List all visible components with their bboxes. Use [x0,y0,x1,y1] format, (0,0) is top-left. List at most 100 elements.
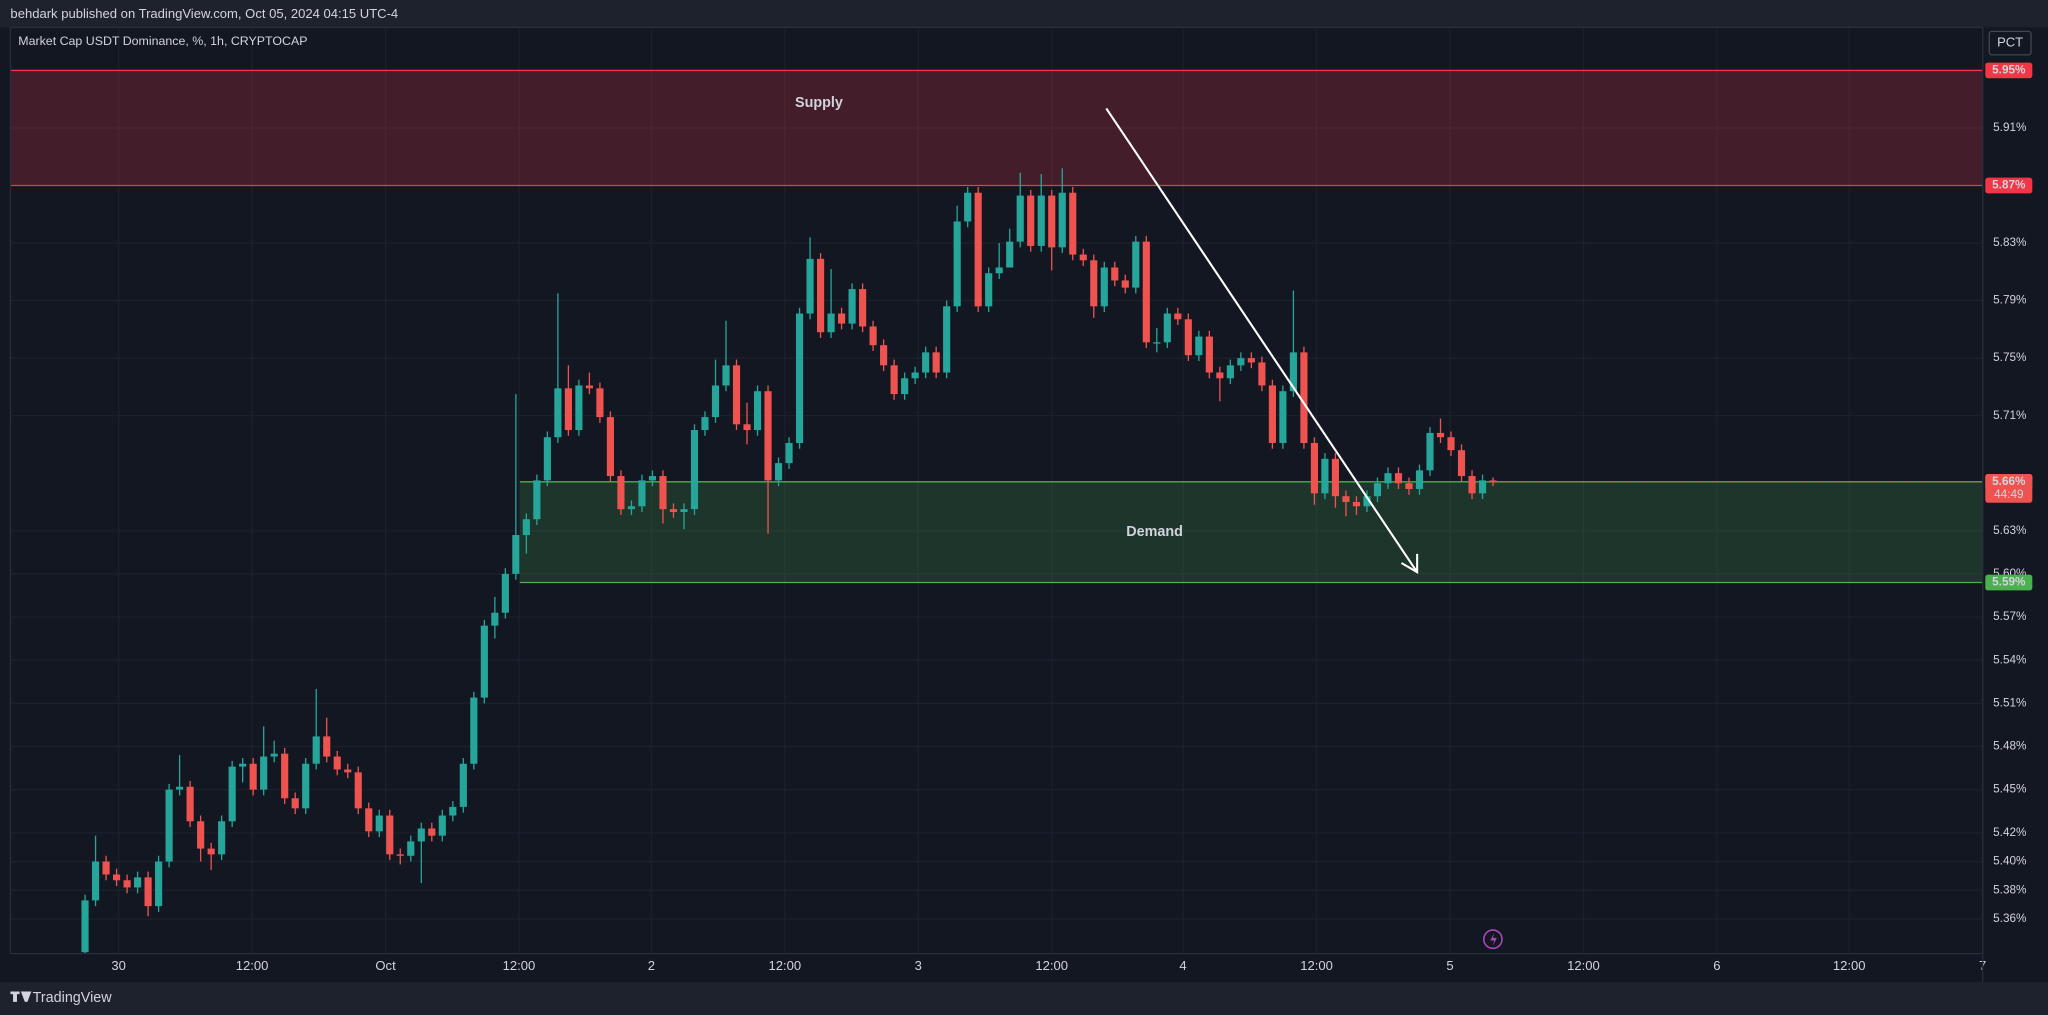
candle-body [1006,241,1014,268]
x-tick-label: 5 [1446,958,1453,973]
candle-body [585,385,593,389]
candle-body [774,463,783,481]
candle-body [1384,473,1392,484]
candle-body [806,258,814,314]
x-tick-label: 4 [1179,958,1186,973]
candle-body [91,861,100,901]
candle-body [375,815,383,832]
candle-body [312,736,320,764]
footer-bar [0,982,2048,1015]
price-badge-label: 5.87% [1992,179,2026,192]
candle-body [985,273,993,307]
candle-body [1058,192,1066,248]
chart-title: Market Cap USDT Dominance, %, 1h, CRYPTO… [18,34,307,48]
candle-body [165,789,173,862]
candle-body [1195,336,1203,356]
candle-body [1184,319,1192,356]
candle-body [438,815,446,836]
candle-body [1394,473,1403,484]
y-tick-label: 5.40% [1993,855,2027,868]
y-tick-label: 5.36% [1993,912,2027,925]
candle-body [1310,442,1318,494]
candle-body [449,806,457,816]
y-tick-label: 5.45% [1993,783,2027,796]
candle-body [1447,437,1455,451]
candle-body [596,388,604,418]
candle-body [953,221,961,307]
zone [519,481,1983,583]
y-tick-label: 5.57% [1993,610,2027,623]
candle-body [753,391,762,431]
candle-body [564,388,572,431]
candle-body [711,385,720,418]
y-tick-label: 5.63% [1993,524,2027,537]
candle-body [1111,267,1119,281]
arrow-line [1105,107,1419,573]
candle-body [134,877,142,888]
candle-body [1090,260,1098,307]
candle-body [1142,241,1150,343]
x-tick-label: 12:00 [503,958,536,973]
candle-body [838,313,846,324]
candle-body [743,424,751,431]
candle-body [827,313,835,333]
x-tick-label: 12:00 [1300,958,1333,973]
candle-body [1069,192,1077,255]
candle-body [1279,391,1287,443]
candle-body [1048,195,1056,248]
price-badge [1985,574,2033,591]
candle-body [344,769,352,773]
header-bar [0,0,2048,28]
brand: TradingView [33,990,113,1006]
zone [10,70,1983,186]
candle-body [1468,476,1476,494]
publisher: behdark published on TradingView.com, Oc… [10,6,398,21]
candle-body [291,798,299,809]
x-tick-label: 6 [1713,958,1720,973]
candle-body [1289,352,1297,392]
candle-body [1405,483,1413,490]
y-tick-label: 5.54% [1993,653,2027,666]
candle-body [396,854,404,856]
candle-body [848,289,856,324]
candle-body [102,861,110,875]
candle-body [144,877,152,907]
price-badge-label: 5.59% [1992,576,2026,589]
x-tick-label: 3 [915,958,922,973]
candle-body [459,763,467,807]
candle-body [932,352,940,373]
candle-body [995,267,1003,274]
x-tick-label: Oct [375,958,396,973]
candle-body [816,258,825,333]
candle-body [1352,501,1361,507]
candle-body [186,786,194,822]
candle-body [575,385,583,431]
candle-body [1153,342,1161,344]
candle-body [1300,352,1308,443]
candle-body [638,480,646,507]
candle-body [901,378,909,395]
candle-body [354,772,362,809]
candle-body [249,763,257,790]
zone-label: Supply [795,95,843,111]
candle-body [1027,195,1035,246]
y-tick-label: 5.48% [1993,740,2027,753]
scale-mode-button[interactable] [1988,30,2032,56]
candle-body [333,756,341,770]
x-tick-label: 12:00 [1833,958,1866,973]
x-tick-label: 12:00 [1035,958,1068,973]
alert-icon[interactable] [1482,929,1503,950]
candle-body [732,365,741,425]
logo [10,991,32,1002]
candle-body [669,509,678,513]
y-tick-label: 5.75% [1993,351,2027,364]
scale-mode[interactable]: PCT [1997,35,2023,50]
candle-body [533,480,541,520]
y-tick-label: 5.91% [1993,121,2027,134]
candle-body [1457,450,1466,477]
candle-body [869,326,877,346]
y-tick-label: 5.79% [1993,294,2027,307]
candle-body [1478,480,1487,494]
candle-body [722,365,730,386]
candle-body [627,506,636,510]
